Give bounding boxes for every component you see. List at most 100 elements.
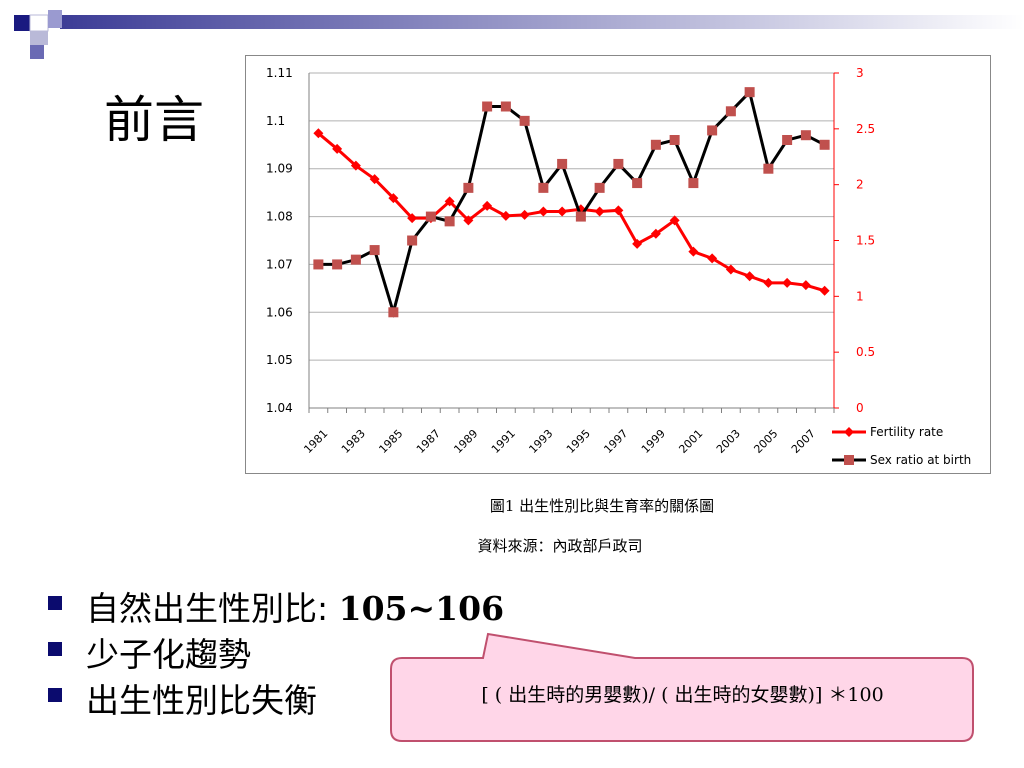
x-tick-label: 2003: [714, 427, 743, 456]
data-point: [800, 280, 811, 291]
legend-swatch-marker: [844, 455, 854, 465]
data-point: [425, 211, 436, 222]
data-point: [557, 158, 568, 169]
data-point: [819, 285, 830, 296]
x-tick-label: 1997: [601, 427, 630, 456]
data-point: [800, 130, 811, 141]
bullet-label: 少子化趨勢: [86, 635, 251, 674]
data-point: [350, 254, 361, 265]
y-left-tick-label: 1.06: [266, 305, 293, 319]
x-tick-label: 1985: [376, 427, 405, 456]
x-tick-label: 1987: [414, 427, 443, 456]
x-tick-label: 1981: [301, 427, 330, 456]
data-point: [388, 193, 399, 204]
x-tick-label: 2007: [789, 427, 818, 456]
series-line: [318, 89, 826, 318]
data-point: [594, 182, 605, 193]
data-point: [575, 211, 586, 222]
legend-swatch-marker: [844, 427, 854, 437]
data-point: [782, 277, 793, 288]
data-point: [407, 235, 418, 246]
data-point: [688, 178, 699, 189]
data-point: [650, 228, 661, 239]
data-point: [538, 206, 549, 217]
data-point: [519, 115, 530, 126]
data-point: [369, 245, 380, 256]
data-point: [500, 210, 511, 221]
x-tick-label: 1995: [564, 427, 593, 456]
data-point: [632, 238, 643, 249]
y-left-tick-label: 1.07: [266, 257, 293, 271]
y-left-tick-label: 1.05: [266, 353, 293, 367]
data-point: [669, 215, 680, 226]
data-point: [313, 128, 324, 139]
y-left-tick-label: 1.11: [266, 66, 293, 80]
data-point: [463, 182, 474, 193]
data-point: [519, 209, 530, 220]
data-point: [407, 213, 418, 224]
deco-square-dark: [14, 15, 30, 31]
y-right-tick-label: 0: [856, 401, 864, 415]
x-tick-label: 1999: [639, 427, 668, 456]
data-point: [763, 163, 774, 174]
data-point: [707, 253, 718, 264]
deco-square-light: [29, 14, 49, 32]
figure-caption: 圖1 出生性別比與生育率的關係圖: [489, 497, 715, 515]
bullet-bold-value: 105~106: [338, 589, 505, 628]
deco-square-light: [30, 31, 48, 45]
data-point: [350, 160, 361, 171]
legend-label: Fertility rate: [870, 425, 943, 439]
data-point: [538, 182, 549, 193]
data-point: [744, 87, 755, 98]
chart-frame: 1.04 1.05 1.06 1.07 1.08 1.09 1.1 1.11 0 0.5 1 1.5 2…: [245, 55, 991, 474]
y-left-tick-label: 1.08: [266, 210, 293, 224]
bullet-label: 出生性別比失衡: [86, 681, 317, 720]
data-point: [613, 205, 624, 216]
deco-square-mid: [48, 10, 62, 28]
legend-label: Sex ratio at birth: [870, 453, 971, 467]
bullet-marker: [48, 642, 62, 656]
data-point: [482, 200, 493, 211]
data-point: [763, 277, 774, 288]
x-tick-label: 1991: [489, 427, 518, 456]
data-point: [332, 259, 343, 270]
y-right-tick-label: 2: [856, 178, 864, 192]
slide-decoration: [14, 10, 1024, 59]
data-point: [725, 264, 736, 275]
bullet-label: 自然出生性別比:: [86, 589, 339, 628]
x-tick-label: 1993: [526, 427, 555, 456]
y-left-tick-label: 1.09: [266, 162, 293, 176]
data-point: [650, 139, 661, 150]
data-point: [463, 215, 474, 226]
y-left-tick-label: 1.04: [266, 401, 293, 415]
data-point: [444, 196, 455, 207]
data-point: [482, 101, 493, 112]
data-point: [313, 259, 324, 270]
slide-title: 前言: [104, 91, 204, 149]
bullet-text: 自然出生性別比: 105~106: [86, 582, 504, 630]
data-point: [744, 271, 755, 282]
data-point: [332, 143, 343, 154]
data-point: [632, 178, 643, 189]
data-point: [388, 307, 399, 318]
y-right-tick-label: 3: [856, 66, 864, 80]
data-point: [613, 158, 624, 169]
data-point: [782, 135, 793, 145]
x-tick-label: 2005: [751, 427, 780, 456]
data-point: [557, 206, 568, 217]
y-right-tick-label: 1.5: [856, 234, 875, 248]
data-point: [669, 135, 680, 145]
series-line: [317, 132, 826, 293]
data-point: [707, 125, 718, 136]
y-right-tick-label: 1: [856, 289, 864, 303]
title-band: [60, 15, 1024, 29]
deco-square-mid: [30, 45, 44, 59]
data-point: [725, 106, 736, 117]
y-left-tick-label: 1.1: [266, 114, 285, 128]
source-caption: 資料來源：內政部戶政司: [477, 537, 643, 555]
x-tick-label: 1989: [451, 427, 480, 456]
data-point: [369, 174, 380, 185]
y-right-tick-label: 2.5: [856, 122, 875, 136]
data-point: [594, 206, 605, 217]
callout-formula: [ ( 出生時的男嬰數)/ ( 出生時的女嬰數)] ＊100: [481, 684, 884, 706]
